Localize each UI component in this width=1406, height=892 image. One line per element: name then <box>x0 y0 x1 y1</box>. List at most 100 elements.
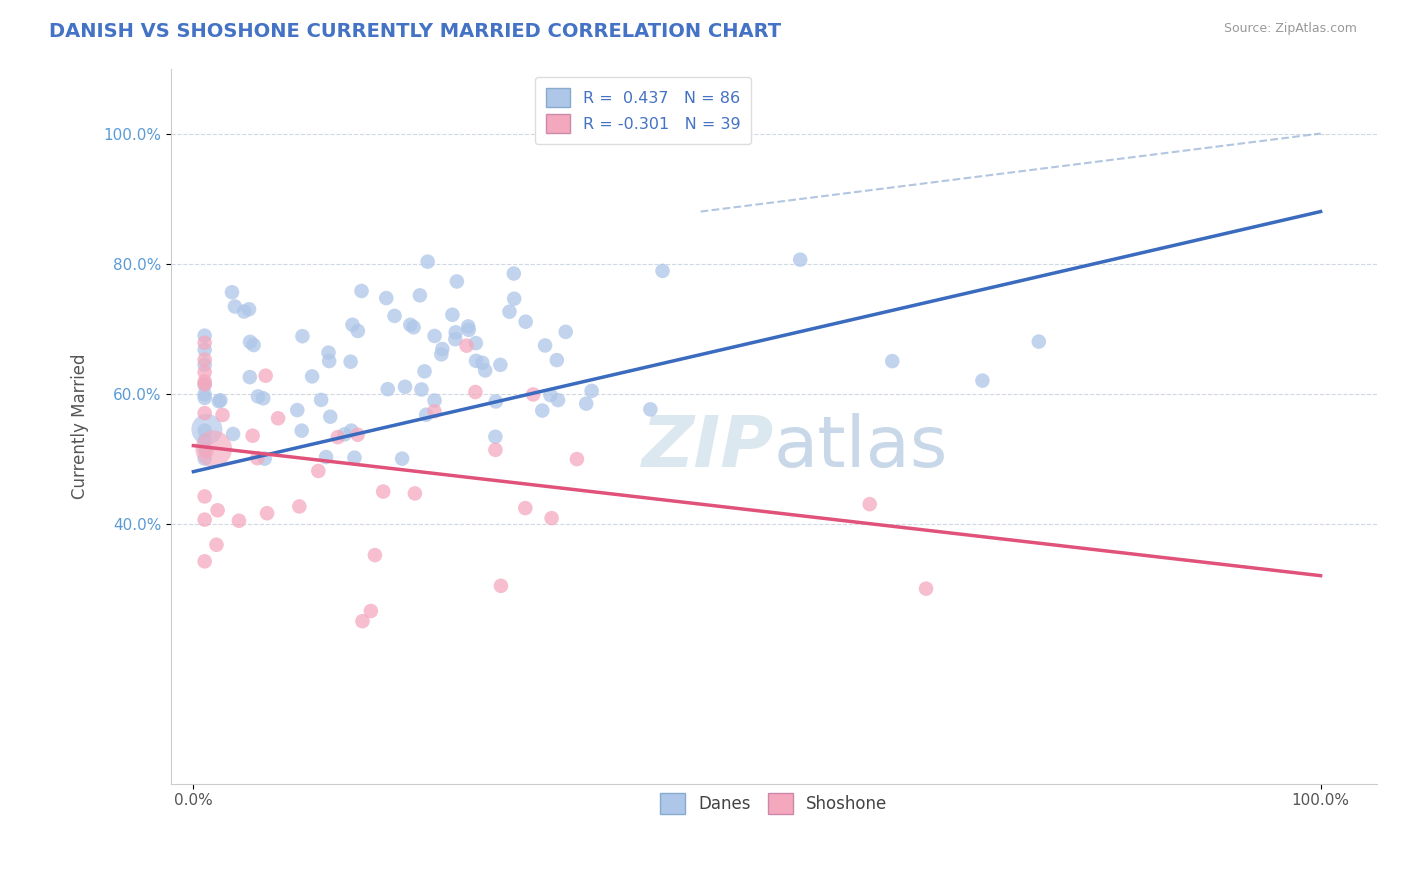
Point <box>522 387 544 401</box>
Point <box>194 490 217 504</box>
Point <box>515 315 537 329</box>
Point <box>326 430 349 444</box>
Point <box>413 364 436 378</box>
Point <box>309 392 332 407</box>
Point <box>540 511 562 525</box>
Point <box>489 358 512 372</box>
Point <box>208 394 231 409</box>
Point <box>254 368 277 383</box>
Point <box>1028 334 1050 349</box>
Point <box>343 450 366 465</box>
Point <box>224 300 246 314</box>
Point <box>534 338 557 352</box>
Point <box>194 442 217 457</box>
Point <box>531 403 554 417</box>
Point <box>404 486 426 500</box>
Point <box>333 427 356 442</box>
Point <box>972 374 994 388</box>
Point <box>415 408 437 422</box>
Point <box>347 324 370 338</box>
Point <box>456 338 478 352</box>
Point <box>789 252 811 267</box>
Point <box>882 354 904 368</box>
Point <box>444 326 467 340</box>
Point <box>391 451 413 466</box>
Point <box>399 318 422 332</box>
Point <box>350 284 373 298</box>
Point <box>346 427 368 442</box>
Point <box>301 369 323 384</box>
Point <box>194 554 217 568</box>
Point <box>538 388 561 402</box>
Point <box>253 451 276 466</box>
Point <box>194 391 217 405</box>
Legend: Danes, Shoshone: Danes, Shoshone <box>648 781 898 825</box>
Point <box>484 442 506 457</box>
Point <box>291 329 314 343</box>
Point <box>432 342 454 356</box>
Point <box>457 319 479 334</box>
Point <box>318 354 340 368</box>
Point <box>239 370 262 384</box>
Point <box>409 288 432 302</box>
Point <box>228 514 250 528</box>
Point <box>315 450 337 464</box>
Point <box>423 393 446 408</box>
Point <box>423 329 446 343</box>
Point <box>194 434 217 448</box>
Point <box>194 352 217 367</box>
Point <box>915 582 938 596</box>
Point <box>291 424 314 438</box>
Point <box>247 389 270 403</box>
Point <box>441 308 464 322</box>
Point <box>238 302 260 317</box>
Point <box>194 335 217 350</box>
Point <box>581 384 603 398</box>
Point <box>423 404 446 418</box>
Point <box>288 500 311 514</box>
Point <box>211 408 233 422</box>
Y-axis label: Currently Married: Currently Married <box>72 353 89 499</box>
Point <box>446 275 468 289</box>
Point <box>194 375 217 389</box>
Point <box>565 452 588 467</box>
Text: atlas: atlas <box>773 413 948 482</box>
Point <box>340 424 363 438</box>
Point <box>222 427 245 442</box>
Point <box>444 332 467 346</box>
Point <box>194 377 217 392</box>
Point <box>194 451 217 466</box>
Point <box>547 393 569 408</box>
Point <box>207 503 229 517</box>
Point <box>515 501 537 516</box>
Point <box>205 538 228 552</box>
Point <box>194 406 217 420</box>
Point <box>360 604 382 618</box>
Point <box>373 484 395 499</box>
Point <box>339 354 361 368</box>
Point <box>242 338 264 352</box>
Point <box>267 411 290 425</box>
Point <box>194 387 217 401</box>
Point <box>364 548 387 562</box>
Point <box>465 354 488 368</box>
Point <box>239 334 262 349</box>
Point <box>194 424 217 438</box>
Point <box>194 377 217 392</box>
Point <box>489 579 512 593</box>
Point <box>377 382 399 396</box>
Point <box>252 392 274 406</box>
Point <box>194 358 217 372</box>
Point <box>319 409 342 424</box>
Point <box>195 422 218 436</box>
Point <box>384 309 406 323</box>
Point <box>233 304 256 318</box>
Point <box>194 328 217 343</box>
Point <box>194 365 217 379</box>
Point <box>430 347 453 361</box>
Point <box>471 356 494 370</box>
Point <box>575 397 598 411</box>
Point <box>640 402 662 417</box>
Point <box>457 323 479 337</box>
Point <box>859 497 882 511</box>
